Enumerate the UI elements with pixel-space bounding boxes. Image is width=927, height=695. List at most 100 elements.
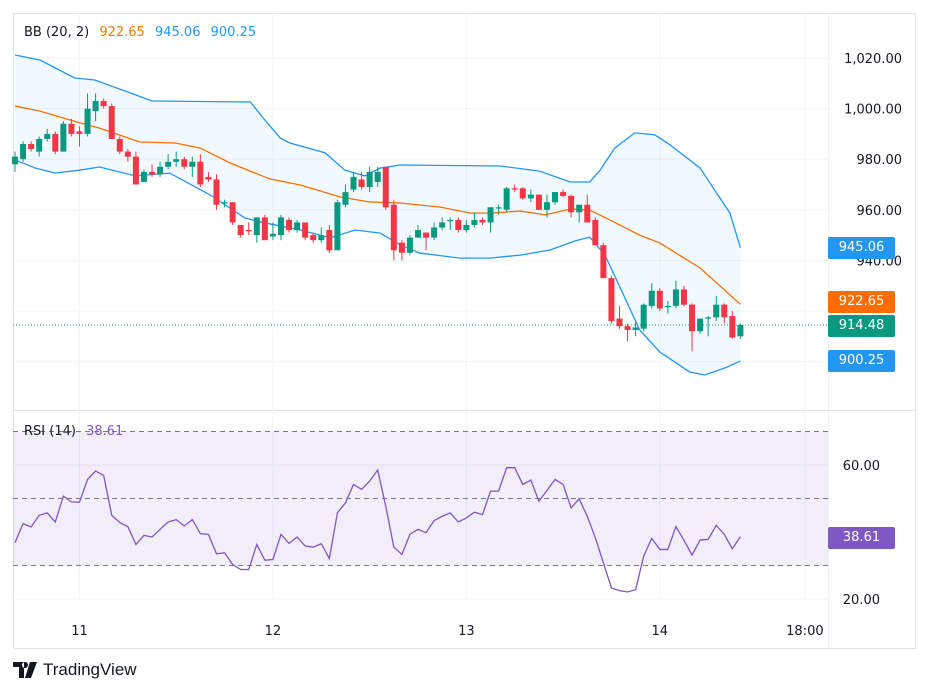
candle-body xyxy=(286,219,293,231)
candle xyxy=(374,166,381,188)
candle-body xyxy=(326,230,333,251)
candle-body xyxy=(737,324,744,337)
candle xyxy=(221,199,228,208)
candle xyxy=(664,300,671,314)
rsi-line xyxy=(14,467,741,593)
candle-body xyxy=(463,224,470,231)
price-axis-label: 1,000.00 xyxy=(844,103,902,118)
candle-body xyxy=(471,219,478,225)
candle-body xyxy=(568,195,575,213)
candle-body xyxy=(310,235,317,241)
candle xyxy=(253,217,260,243)
candle-body xyxy=(342,192,349,205)
candle-body xyxy=(632,327,639,330)
tradingview-logo-icon xyxy=(13,662,37,678)
bb-upper-line xyxy=(14,54,742,248)
bb-basis-value: 922.65 xyxy=(99,25,145,40)
candle xyxy=(181,156,188,170)
price-axis-label: 1,020.00 xyxy=(844,52,902,67)
candle xyxy=(20,141,27,162)
candle xyxy=(680,285,687,306)
candle xyxy=(140,169,147,182)
candle xyxy=(737,323,744,339)
rsi-axis-label: 20.00 xyxy=(843,593,880,608)
candle-body xyxy=(253,217,260,236)
candle xyxy=(479,217,486,225)
candle xyxy=(342,184,349,208)
candle-body xyxy=(398,242,405,253)
candle-body xyxy=(600,245,607,279)
bb-indicator-name: BB (20, 2) xyxy=(24,25,90,40)
candle xyxy=(92,93,99,122)
candle xyxy=(108,103,115,139)
candle-body xyxy=(36,138,43,152)
candle-body xyxy=(640,304,647,329)
candle-body xyxy=(431,227,438,238)
candle xyxy=(608,275,615,324)
candle-body xyxy=(584,204,591,223)
candle xyxy=(302,222,309,241)
candle-body xyxy=(189,161,196,167)
candle-body xyxy=(358,179,365,188)
candle xyxy=(294,219,301,233)
candle xyxy=(656,288,663,311)
candle xyxy=(511,184,518,193)
candle xyxy=(576,204,583,223)
candle-body xyxy=(374,171,381,182)
candle-body xyxy=(439,222,446,228)
candle-body xyxy=(350,176,357,190)
candle-body xyxy=(157,166,164,175)
candle xyxy=(261,214,268,241)
candle-body xyxy=(495,207,502,209)
rsi-axis-label: 60.00 xyxy=(843,459,880,474)
candle-body xyxy=(535,194,542,210)
candle-body xyxy=(705,317,712,319)
candle xyxy=(60,121,67,152)
time-axis-label: 13 xyxy=(458,624,475,639)
candle xyxy=(648,283,655,309)
rsi-badge: 38.61 xyxy=(828,527,895,549)
rsi-indicator-name: RSI (14) xyxy=(24,424,76,439)
time-axis-label: 14 xyxy=(652,624,669,639)
time-axis-label: 11 xyxy=(71,624,88,639)
candle-body xyxy=(455,219,462,231)
candle-body xyxy=(592,219,599,246)
candle xyxy=(455,217,462,233)
candle-body xyxy=(149,171,156,175)
candle xyxy=(624,323,631,342)
candle-body xyxy=(108,106,115,139)
candle-body xyxy=(697,318,704,332)
candle xyxy=(503,187,510,213)
candle xyxy=(471,212,478,228)
candle xyxy=(189,156,196,177)
candle-body xyxy=(116,138,123,152)
price-axis-label: 980.00 xyxy=(857,153,903,168)
candle xyxy=(632,321,639,337)
candle-body xyxy=(479,219,486,223)
candle xyxy=(173,151,180,167)
candle xyxy=(519,187,526,200)
candle-body xyxy=(60,123,67,152)
candle-body xyxy=(277,217,284,236)
candle-body xyxy=(576,204,583,213)
candle xyxy=(406,235,413,256)
candle xyxy=(149,164,156,177)
candle-body xyxy=(237,224,244,236)
bb-upper-badge: 945.06 xyxy=(828,237,895,259)
candle xyxy=(689,303,696,352)
candle xyxy=(132,151,139,185)
candle-body xyxy=(423,232,430,238)
candle xyxy=(721,303,728,324)
chart-frame xyxy=(13,13,916,649)
tradingview-logo[interactable]: TradingView xyxy=(13,660,137,680)
candle-body xyxy=(181,159,188,167)
candle xyxy=(326,224,333,253)
candle xyxy=(584,194,591,223)
bb-band-fill xyxy=(15,54,741,376)
time-axis-label: 18:00 xyxy=(786,624,823,639)
candle-body xyxy=(729,316,736,338)
candle-body xyxy=(173,159,180,162)
candle xyxy=(334,199,341,251)
candle xyxy=(12,151,18,172)
